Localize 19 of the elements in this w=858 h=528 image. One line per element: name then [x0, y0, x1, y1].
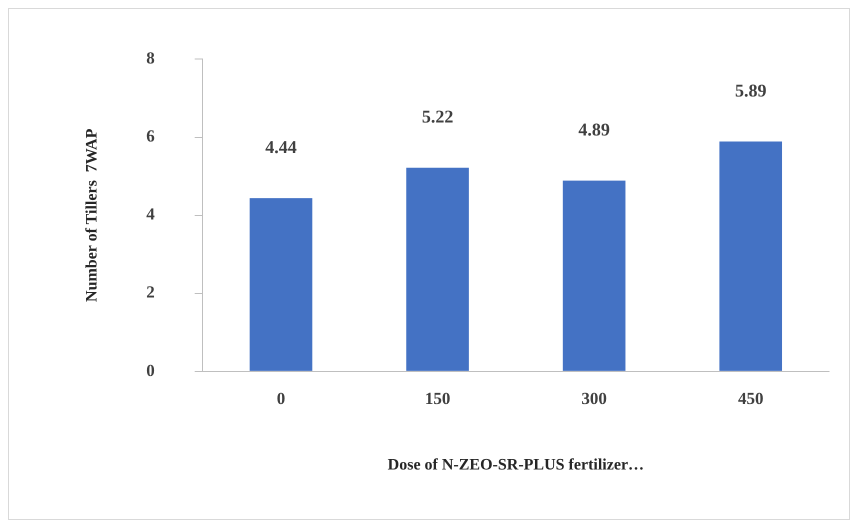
bar	[562, 180, 626, 371]
x-tick-label: 300	[581, 388, 607, 408]
y-tick-label: 4	[146, 204, 156, 224]
x-tick-label: 450	[738, 388, 764, 408]
y-tick-label: 6	[146, 126, 155, 146]
y-tick-label: 8	[146, 48, 155, 68]
y-tick-label: 2	[146, 282, 155, 302]
data-label: 5.22	[422, 106, 454, 127]
y-tick-label: 0	[146, 360, 155, 380]
bar	[406, 168, 469, 371]
x-tick-label: 0	[276, 388, 286, 408]
y-axis-title: Number of Tillers 7WAP	[84, 128, 101, 302]
data-label: 4.44	[265, 137, 297, 158]
data-label: 5.89	[734, 80, 766, 101]
x-axis-title: Dose of N-ZEO-SR-PLUS fertilizer…	[388, 456, 644, 474]
data-label: 4.89	[578, 120, 610, 140]
bar	[719, 142, 782, 371]
bar	[250, 198, 312, 371]
x-tick-label: 150	[424, 388, 450, 408]
